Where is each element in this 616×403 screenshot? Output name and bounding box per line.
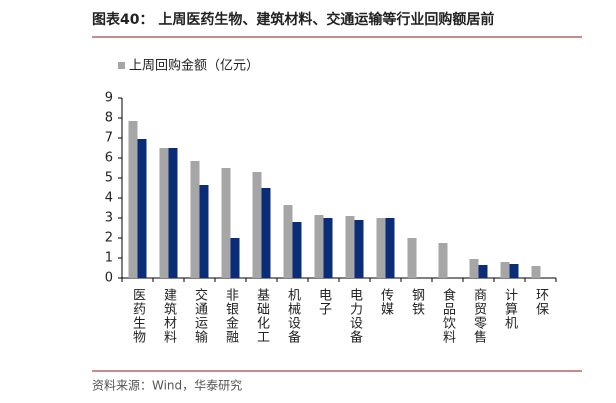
y-tick-label: 3 <box>105 211 113 226</box>
x-tick-label: 机械设备 <box>285 288 301 344</box>
bar <box>531 266 541 278</box>
y-tick-label: 5 <box>105 171 113 186</box>
y-tick-label: 9 <box>105 91 113 106</box>
bar <box>230 238 240 278</box>
bar <box>354 220 364 278</box>
bar <box>500 262 510 278</box>
bar <box>385 218 395 278</box>
y-tick-label: 8 <box>105 111 113 126</box>
x-tick-label: 交通运输 <box>192 287 208 344</box>
x-tick-label: 食品饮料 <box>440 287 456 344</box>
bar <box>221 168 231 278</box>
bar <box>478 265 488 278</box>
bar <box>323 218 333 278</box>
bar <box>438 243 448 278</box>
legend-label: 上周回购金额（亿元） <box>129 58 259 74</box>
y-tick-label: 4 <box>105 191 113 206</box>
bar <box>407 238 417 278</box>
bar <box>292 222 302 278</box>
source-note: 资料来源：Wind，华泰研究 <box>92 378 242 393</box>
bar <box>137 139 147 278</box>
bar <box>261 188 271 278</box>
x-tick-label: 钢铁 <box>409 288 425 316</box>
x-tick-label: 非银金融 <box>223 288 239 344</box>
bar <box>190 161 200 278</box>
x-tick-label: 商贸零售 <box>471 288 487 344</box>
x-tick-label: 传媒 <box>378 288 394 316</box>
y-tick-label: 7 <box>105 131 113 146</box>
bar <box>159 148 169 278</box>
x-tick-label: 电子 <box>316 288 332 316</box>
bar <box>128 121 138 278</box>
x-tick-label: 环保 <box>533 288 549 316</box>
y-tick-label: 2 <box>105 231 113 246</box>
chart-title: 图表40： 上周医药生物、建筑材料、交通运输等行业回购额居前 <box>92 11 494 28</box>
bar <box>509 264 519 278</box>
bar <box>199 185 209 278</box>
y-tick-label: 0 <box>105 271 113 286</box>
bar <box>314 215 324 278</box>
x-tick-label: 电力设备 <box>347 288 363 344</box>
bar <box>469 259 479 278</box>
bar <box>345 216 355 278</box>
x-tick-label: 建筑材料 <box>161 288 177 344</box>
bar <box>252 172 262 278</box>
y-tick-label: 1 <box>105 251 113 266</box>
legend-swatch <box>118 62 125 69</box>
x-tick-label: 基础化工 <box>254 288 270 344</box>
y-tick-label: 6 <box>105 151 113 166</box>
bar <box>376 218 386 278</box>
bar <box>283 205 293 278</box>
x-tick-label: 计算机 <box>502 288 518 330</box>
x-tick-label: 医药生物 <box>130 288 146 344</box>
bar <box>168 148 178 278</box>
